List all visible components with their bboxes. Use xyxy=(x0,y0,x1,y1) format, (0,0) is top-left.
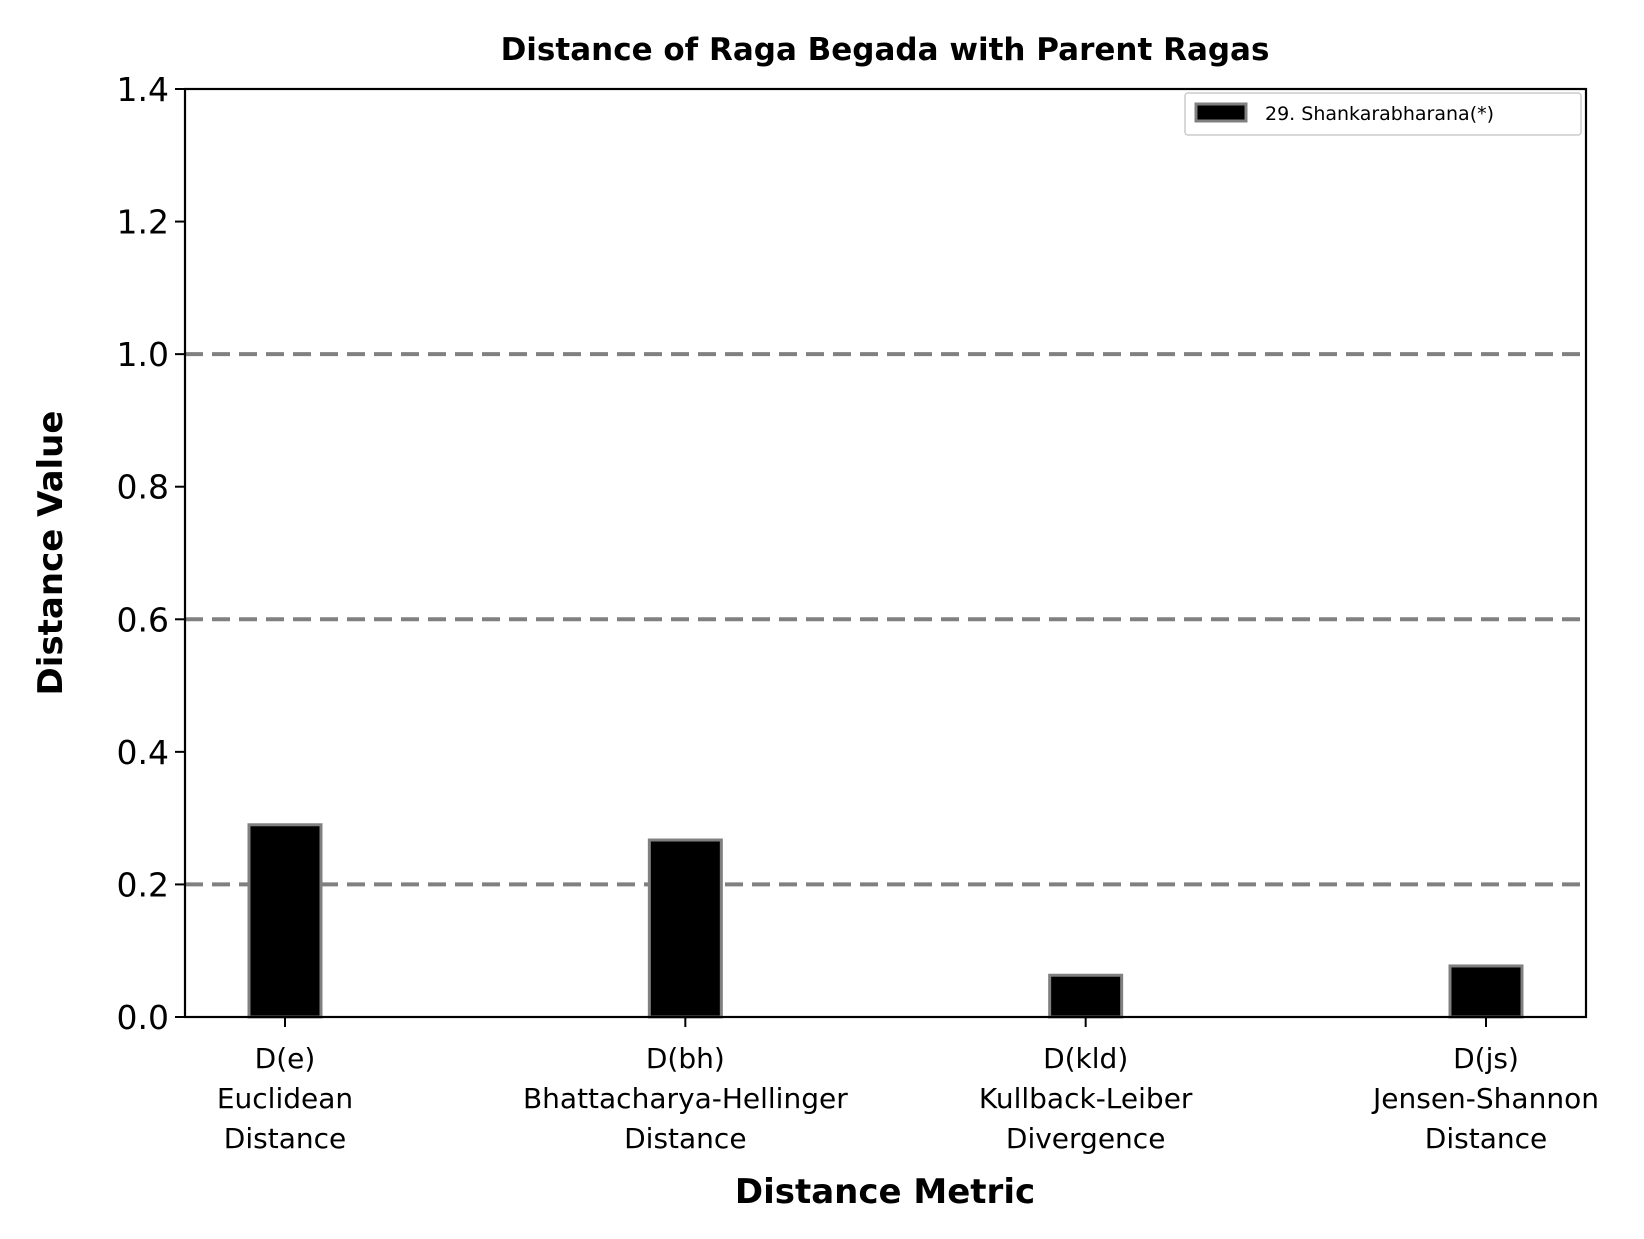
x-tick-label: Bhattacharya-Hellinger xyxy=(523,1082,848,1115)
y-tick-label: 0.6 xyxy=(117,600,169,639)
x-tick-label: Jensen-Shannon xyxy=(1371,1082,1599,1115)
y-tick-label: 0.8 xyxy=(117,468,169,507)
bar xyxy=(247,823,323,1019)
y-tick-label: 0.2 xyxy=(117,865,169,904)
x-axis-ticks: D(e) Euclidean Distance D(bh) Bhattacharya-H… xyxy=(217,1017,1599,1155)
chart-title: Distance of Raga Begada with Parent Raga… xyxy=(501,32,1270,68)
bar xyxy=(647,838,723,1019)
y-tick-label: 0.0 xyxy=(117,998,169,1037)
x-tick-label: Euclidean xyxy=(217,1082,353,1115)
legend-swatch xyxy=(1194,102,1248,123)
x-tick-label: Distance xyxy=(624,1122,746,1155)
x-tick-label: Distance xyxy=(224,1122,346,1155)
plot-area-frame xyxy=(183,87,1588,1019)
y-axis-ticks: 0.0 0.2 0.4 0.6 0.8 1.0 1.2 1.4 xyxy=(117,70,185,1037)
x-tick-label: D(js) xyxy=(1453,1042,1519,1075)
x-tick-label: D(e) xyxy=(255,1042,316,1075)
legend: 29. Shankarabharana(*) xyxy=(1184,92,1582,136)
legend-label: 29. Shankarabharana(*) xyxy=(1265,103,1494,125)
reference-lines xyxy=(185,352,1586,887)
x-tick-label: D(kld) xyxy=(1043,1042,1128,1075)
y-tick-label: 1.4 xyxy=(117,70,169,109)
bar xyxy=(1448,964,1524,1019)
y-tick-label: 1.0 xyxy=(117,335,169,374)
x-tick-label: D(bh) xyxy=(646,1042,725,1075)
y-axis-label: Distance Value xyxy=(31,411,71,696)
x-tick-label: Kullback-Leiber xyxy=(979,1082,1193,1115)
legend-box xyxy=(1184,92,1582,136)
y-tick-label: 1.2 xyxy=(117,203,169,242)
x-tick-label: Distance xyxy=(1425,1122,1547,1155)
bar xyxy=(1048,973,1124,1019)
x-tick-label: Divergence xyxy=(1006,1122,1166,1155)
x-axis-label: Distance Metric xyxy=(735,1172,1035,1212)
y-tick-label: 0.4 xyxy=(117,733,169,772)
bars-group xyxy=(247,823,1524,1019)
